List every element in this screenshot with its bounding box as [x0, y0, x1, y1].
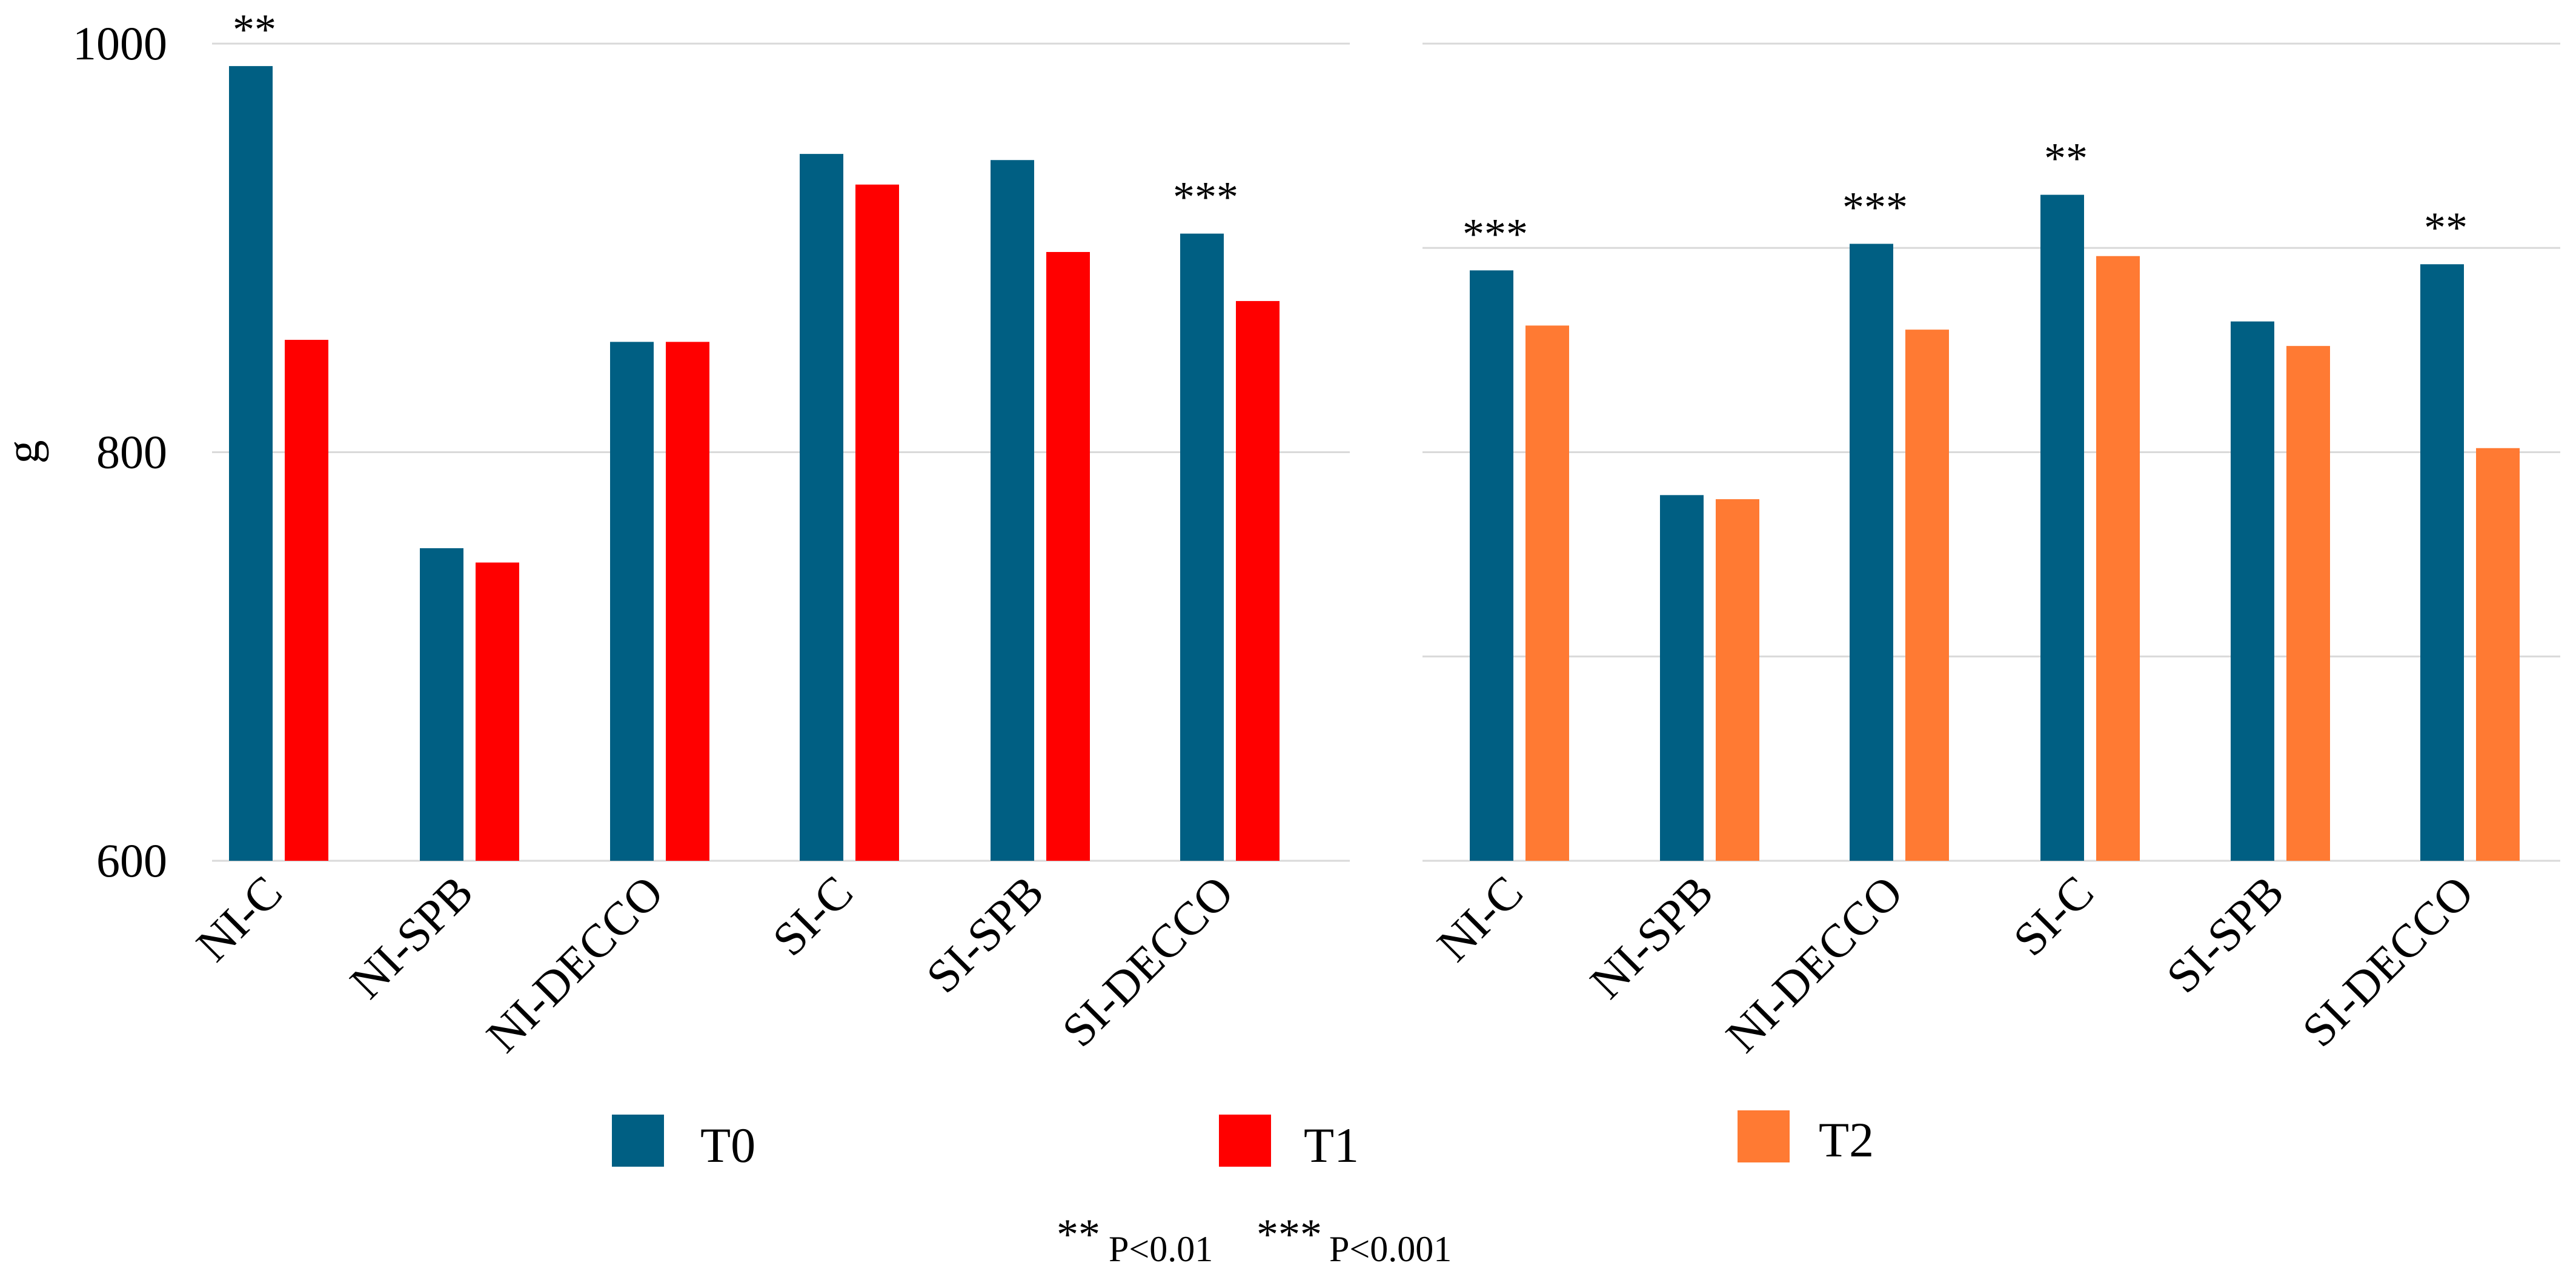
legend-label-t1: T1: [1304, 1118, 1359, 1173]
bar-t2-ni-c-right: [1525, 325, 1569, 861]
y-tick-label-2: 1000: [73, 17, 167, 70]
category-label-left-1: NI-SPB: [340, 866, 483, 1009]
bar-t2-ni-decco-right: [1905, 330, 1949, 861]
category-label-right-2: NI-DECCO: [1716, 866, 1913, 1063]
bar-t0-ni-spb-right: [1660, 495, 1704, 861]
bar-t1-ni-spb-left: [476, 562, 519, 861]
significance-left-0: **: [233, 5, 276, 54]
bar-t0-ni-c-right: [1470, 270, 1513, 861]
bar-t0-si-spb-right: [2231, 321, 2274, 861]
legend-swatch-t1: [1219, 1115, 1271, 1167]
bar-t0-ni-c-left: [229, 66, 273, 861]
category-label-right-3: SI-C: [2003, 866, 2103, 966]
bar-t0-si-decco-right: [2420, 264, 2464, 861]
y-tick-label-1: 800: [96, 426, 167, 479]
category-label-right-0: NI-C: [1427, 866, 1533, 972]
category-label-right-4: SI-SPB: [2156, 866, 2294, 1003]
significance-right-0: ***: [1462, 210, 1528, 258]
legend-swatch-t2: [1738, 1110, 1790, 1162]
footnote-p-1: P<0.01: [1109, 1229, 1213, 1269]
bar-t1-si-c-left: [855, 184, 899, 861]
bar-t0-si-spb-left: [991, 160, 1034, 861]
legend: T0 T1 T2: [612, 1110, 1874, 1173]
legend-label-t0: T0: [700, 1118, 755, 1173]
bar-t0-si-c-right: [2040, 194, 2084, 861]
significance-left-5: ***: [1173, 173, 1238, 222]
significance-right-2: ***: [1842, 184, 1908, 232]
legend-label-t2: T2: [1819, 1112, 1874, 1167]
bar-t2-si-spb-right: [2286, 346, 2330, 861]
category-label-left-2: NI-DECCO: [476, 866, 673, 1063]
footnote-p-2: P<0.001: [1329, 1229, 1452, 1269]
footnote-stars-2: ***: [1256, 1210, 1322, 1259]
significance-right-3: **: [2044, 134, 2088, 183]
bar-t0-si-c-left: [800, 154, 843, 861]
category-label-left-5: SI-DECCO: [1052, 866, 1243, 1057]
category-label-left-3: SI-C: [762, 866, 863, 966]
bar-t2-si-decco-right: [2476, 448, 2520, 861]
category-label-left-4: SI-SPB: [916, 866, 1054, 1003]
bar-t0-ni-decco-right: [1850, 244, 1893, 861]
category-label-right-5: SI-DECCO: [2292, 866, 2483, 1057]
significance-right-5: **: [2424, 204, 2468, 252]
bar-t0-ni-spb-left: [420, 548, 463, 861]
bar-t1-ni-decco-left: [666, 342, 709, 861]
bar-t2-ni-spb-right: [1716, 499, 1759, 861]
bar-t1-si-decco-left: [1236, 300, 1280, 861]
footnote: ** P<0.01 *** P<0.001: [1057, 1210, 1452, 1269]
category-label-right-1: NI-SPB: [1580, 866, 1723, 1009]
y-tick-label-0: 600: [96, 834, 167, 887]
bar-t2-si-c-right: [2096, 256, 2140, 861]
bar-t0-ni-decco-left: [610, 342, 654, 861]
bar-t1-ni-c-left: [285, 340, 328, 861]
y-axis-label: g: [0, 440, 49, 464]
bar-t0-si-decco-left: [1180, 233, 1224, 861]
bars-layer: [229, 66, 2520, 861]
bar-t1-si-spb-left: [1046, 251, 1090, 861]
category-label-left-0: NI-C: [186, 866, 292, 972]
footnote-stars-1: **: [1057, 1210, 1100, 1259]
grid-layer: [212, 42, 2560, 862]
legend-swatch-t0: [612, 1115, 664, 1167]
